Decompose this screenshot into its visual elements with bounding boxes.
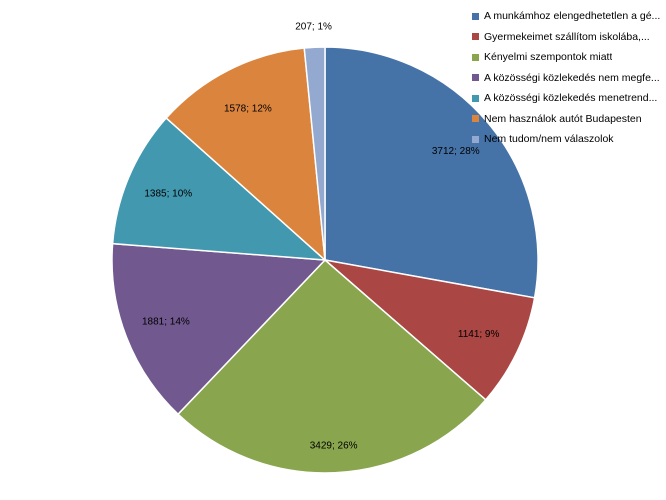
pie-data-labels: 3712; 28% 1141; 9% 3429; 26% 1881; 14% 1385;… [142, 21, 500, 451]
legend-item-2: Gyermekeimet szállítom iskolába,... [472, 27, 662, 48]
legend-label: A közösségi közlekedés menetrend... [484, 92, 658, 105]
legend-label: Nem tudom/nem válaszolok [484, 133, 614, 146]
data-label-3: 3429; 26% [310, 441, 358, 452]
legend-item-6: Nem használok autót Budapesten [472, 109, 662, 130]
legend-label: Nem használok autót Budapesten [484, 112, 642, 125]
data-label-2: 1141; 9% [458, 329, 500, 340]
legend-swatch [472, 74, 479, 82]
legend-label: Kényelmi szempontok miatt [484, 51, 613, 64]
legend-item-3: Kényelmi szempontok miatt [472, 47, 662, 68]
data-label-7: 207; 1% [295, 21, 332, 32]
data-label-5: 1385; 10% [144, 189, 192, 200]
legend-swatch [472, 115, 479, 123]
legend-swatch [472, 53, 479, 61]
legend-swatch [472, 135, 479, 143]
legend-item-5: A közösségi közlekedés menetrend... [472, 88, 662, 109]
legend-swatch [472, 33, 479, 41]
legend-item-1: A munkámhoz elengedhetetlen a gé... [472, 6, 662, 27]
legend-swatch [472, 12, 479, 20]
pie-slice-4 [111, 242, 327, 416]
legend-label: A közösségi közlekedés nem megfe... [484, 71, 660, 84]
legend-label: A munkámhoz elengedhetetlen a gé... [484, 10, 661, 23]
legend-swatch [472, 94, 479, 102]
data-label-6: 1578; 12% [224, 104, 272, 115]
pie-slices [111, 46, 539, 474]
pie-slice-3 [176, 258, 487, 474]
data-label-1: 3712; 28% [432, 146, 480, 157]
legend-item-7: Nem tudom/nem válaszolok [472, 129, 662, 150]
data-label-4: 1881; 14% [142, 317, 190, 328]
chart-legend: A munkámhoz elengedhetetlen a gé... Gyerm… [472, 6, 662, 150]
legend-item-4: A közösségi közlekedés nem megfe... [472, 68, 662, 89]
pie-slice-1 [324, 46, 539, 299]
pie-slice-6 [165, 47, 326, 262]
pie-slice-7 [303, 46, 326, 261]
pie-slice-5 [111, 116, 328, 261]
pie-slice-2 [322, 258, 536, 401]
legend-label: Gyermekeimet szállítom iskolába,... [484, 30, 650, 43]
